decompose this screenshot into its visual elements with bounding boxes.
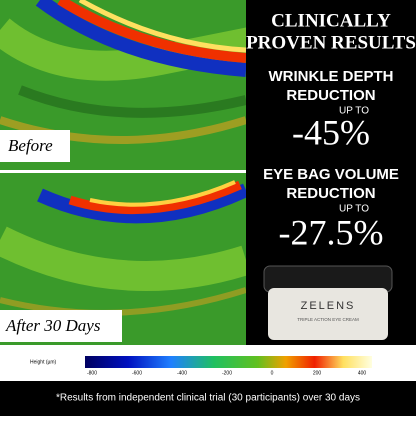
- colorbar-tick: 200: [313, 370, 322, 376]
- claim-qualifier: UP TO: [339, 106, 369, 117]
- divider: [0, 170, 246, 173]
- product-name: TRIPLE ACTION EYE CREAM: [297, 317, 359, 322]
- label-box: [0, 130, 70, 162]
- claim-title: WRINKLE DEPTH: [269, 68, 394, 85]
- after-label: After 30 Days: [5, 316, 101, 335]
- colorbar-ticks: -800 -600 -400 -200 0 200 400: [87, 370, 366, 376]
- headline: PROVEN RESULTS: [246, 32, 416, 53]
- colorbar-tick: -400: [177, 370, 187, 376]
- colorbar-tick: -800: [87, 370, 97, 376]
- label-box: [0, 310, 122, 342]
- colorbar-tick: -600: [132, 370, 142, 376]
- claim-figure: -45%: [292, 112, 370, 152]
- before-label: Before: [8, 136, 53, 155]
- footnote: *Results from independent clinical trial…: [56, 393, 360, 404]
- before-heatmap: [0, 0, 246, 170]
- product-brand: ZELENS: [301, 300, 356, 312]
- claim-title: EYE BAG VOLUME: [263, 166, 399, 183]
- claims-panel: CLINICALLY PROVEN RESULTS WRINKLE DEPTH …: [246, 10, 416, 252]
- headline: CLINICALLY: [271, 10, 391, 31]
- claim-title: REDUCTION: [286, 185, 375, 202]
- claim-qualifier: UP TO: [339, 204, 369, 215]
- claim-figure: -27.5%: [279, 212, 384, 252]
- colorbar: [85, 356, 372, 368]
- product-jar: ZELENS TRIPLE ACTION EYE CREAM: [263, 265, 393, 340]
- colorbar-tick: 400: [358, 370, 367, 376]
- claim-title: REDUCTION: [286, 87, 375, 104]
- colorbar-tick: 0: [271, 370, 274, 376]
- colorbar-label: Height (µm): [30, 359, 57, 365]
- colorbar-tick: -200: [222, 370, 232, 376]
